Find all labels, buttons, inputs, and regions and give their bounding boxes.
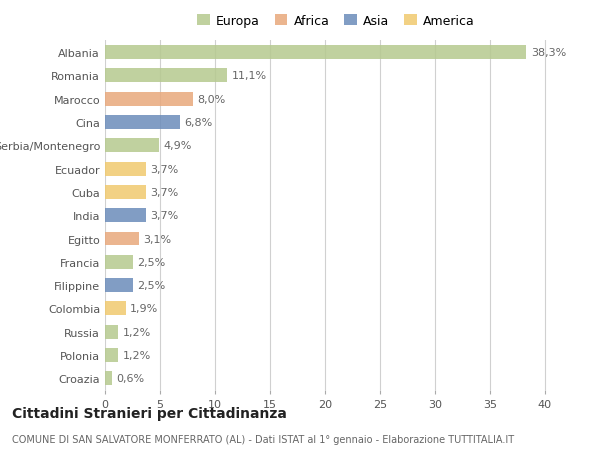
Text: 2,5%: 2,5% (137, 257, 165, 267)
Text: 1,2%: 1,2% (122, 350, 151, 360)
Bar (105, 302, 126, 316)
Text: COMUNE DI SAN SALVATORE MONFERRATO (AL) - Dati ISTAT al 1° gennaio - Elaborazion: COMUNE DI SAN SALVATORE MONFERRATO (AL) … (12, 434, 514, 444)
Legend: Europa, Africa, Asia, America: Europa, Africa, Asia, America (197, 15, 475, 28)
Text: 3,1%: 3,1% (143, 234, 172, 244)
Bar (105, 116, 180, 130)
Text: 1,2%: 1,2% (122, 327, 151, 337)
Bar (105, 92, 193, 106)
Bar (105, 46, 526, 60)
Text: 4,9%: 4,9% (163, 141, 191, 151)
Text: 8,0%: 8,0% (197, 95, 226, 105)
Text: 6,8%: 6,8% (184, 118, 212, 128)
Text: 38,3%: 38,3% (530, 48, 566, 58)
Bar (105, 162, 146, 176)
Text: 11,1%: 11,1% (232, 71, 266, 81)
Bar (105, 185, 146, 200)
Bar (105, 255, 133, 269)
Bar (105, 279, 133, 292)
Text: 3,7%: 3,7% (150, 187, 178, 197)
Text: 0,6%: 0,6% (116, 374, 144, 384)
Bar (105, 232, 139, 246)
Bar (105, 325, 118, 339)
Text: 1,9%: 1,9% (130, 304, 158, 314)
Bar (105, 371, 112, 386)
Bar (105, 139, 159, 153)
Text: Cittadini Stranieri per Cittadinanza: Cittadini Stranieri per Cittadinanza (12, 406, 287, 420)
Bar (105, 69, 227, 83)
Text: 2,5%: 2,5% (137, 280, 165, 291)
Text: 3,7%: 3,7% (150, 211, 178, 221)
Bar (105, 348, 118, 362)
Bar (105, 209, 146, 223)
Text: 3,7%: 3,7% (150, 164, 178, 174)
